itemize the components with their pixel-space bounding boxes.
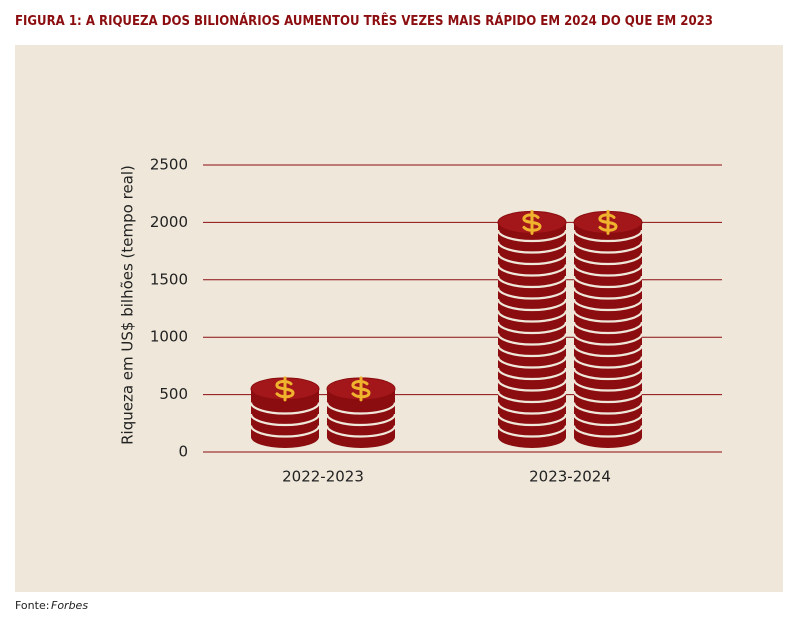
coin-edge	[249, 413, 321, 427]
coin-edge	[572, 252, 644, 266]
y-tick-label: 2000	[150, 213, 188, 231]
coin-edge	[325, 402, 397, 415]
y-tick-label: 2500	[150, 156, 188, 174]
bar	[249, 376, 397, 448]
y-axis-label: Riqueza em US$ bilhões (tempo real)	[119, 165, 137, 445]
coin-edge	[496, 413, 568, 427]
coin-edge	[496, 356, 568, 369]
coin-edge	[496, 379, 568, 392]
coin-edge	[496, 344, 568, 358]
coin-edge	[572, 367, 644, 381]
coin-edge	[496, 287, 568, 300]
coin-edge	[572, 310, 644, 323]
coin-edge	[325, 425, 397, 438]
coin-edge	[496, 264, 568, 277]
coin-edge	[572, 241, 644, 254]
coin-edge	[572, 356, 644, 369]
coin-edge	[496, 241, 568, 254]
coin-edge	[572, 321, 644, 335]
coin-edge	[572, 298, 644, 312]
coin-edge	[496, 252, 568, 266]
source-label: Fonte:	[15, 599, 49, 612]
coin-edge	[496, 229, 568, 243]
coin-edge	[572, 402, 644, 415]
coin-edge	[496, 310, 568, 323]
y-tick-label: 500	[159, 385, 188, 403]
coin-edge	[249, 402, 321, 415]
dollar-sign	[598, 209, 618, 235]
x-tick-label: 2023-2024	[529, 468, 611, 486]
dollar-sign	[351, 376, 371, 402]
coin-edge	[572, 229, 644, 243]
bar	[496, 209, 644, 448]
coin-edge	[572, 425, 644, 438]
coin-edge	[496, 390, 568, 404]
y-tick-label: 0	[178, 443, 188, 461]
coin-edge	[249, 425, 321, 438]
coin-edge	[572, 344, 644, 358]
panel	[15, 45, 783, 592]
coin-edge	[496, 333, 568, 346]
y-tick-label: 1000	[150, 328, 188, 346]
coin-edge	[325, 413, 397, 427]
coin-edge	[572, 390, 644, 404]
coin-edge	[496, 275, 568, 289]
y-tick-label: 1500	[150, 270, 188, 288]
chart-title: FIGURA 1: A RIQUEZA DOS BILIONÁRIOS AUME…	[15, 12, 713, 29]
x-tick-label: 2022-2023	[282, 468, 364, 486]
dollar-sign	[275, 376, 295, 402]
dollar-sign	[522, 209, 542, 235]
coin-edge	[572, 287, 644, 300]
coin-edge	[496, 402, 568, 415]
coin-edge	[572, 333, 644, 346]
coin-edge	[496, 367, 568, 381]
coin-edge	[572, 264, 644, 277]
coin-edge	[572, 413, 644, 427]
coin-edge	[572, 275, 644, 289]
coin-edge	[496, 298, 568, 312]
coin-edge	[572, 379, 644, 392]
coin-edge	[496, 425, 568, 438]
coin-edge	[496, 321, 568, 335]
source: Forbes	[51, 599, 88, 612]
